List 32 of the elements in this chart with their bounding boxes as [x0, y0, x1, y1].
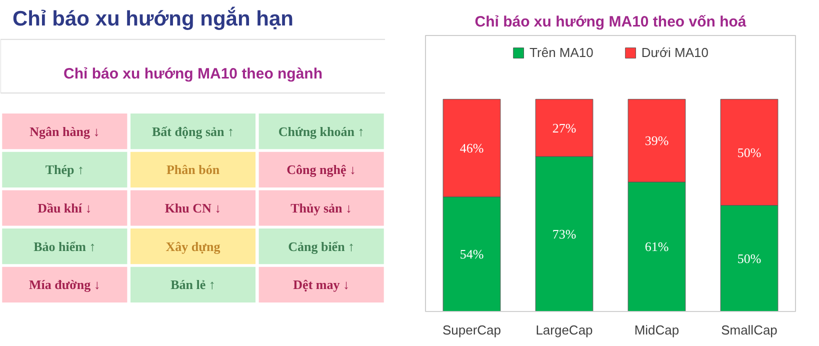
- chart-title: Chỉ báo xu hướng MA10 theo vốn hoá: [474, 14, 747, 30]
- data-label: 73%: [552, 226, 576, 242]
- legend-label: Trên MA10: [530, 45, 594, 60]
- data-label: 39%: [644, 133, 669, 148]
- text: Mía đường ↓: [28, 277, 100, 292]
- text: Dầu khí ↓: [38, 200, 92, 216]
- text: Xây dựng: [166, 238, 221, 254]
- text: Ngân hàng ↓: [30, 124, 100, 139]
- text: Bảo hiểm ↑: [34, 238, 96, 254]
- x-tick-label: LargeCap: [536, 322, 593, 338]
- data-label: 54%: [460, 246, 484, 262]
- text: Thép ↑: [45, 162, 84, 178]
- text: Bán lẻ ↑: [170, 277, 216, 292]
- x-tick-label: MidCap: [634, 322, 680, 338]
- text: Bất động sản ↑: [152, 124, 234, 139]
- text: Thủy sản ↓: [290, 200, 352, 216]
- text: Chứng khoán ↑: [278, 124, 364, 139]
- x-tick-label: SmallCap: [721, 322, 778, 338]
- text: Phân bón: [166, 162, 220, 178]
- text: Cảng biển ↑: [288, 238, 355, 254]
- text: Chỉ báo xu hướng ngắn hạn: [12, 6, 294, 30]
- data-label: 46%: [460, 140, 484, 156]
- text: Chỉ báo xu hướng MA10 theo ngành: [63, 65, 323, 82]
- text: Khu CN ↓: [164, 200, 222, 216]
- text: Dệt may ↓: [293, 277, 350, 292]
- data-label: 27%: [552, 120, 576, 136]
- text: Công nghệ ↓: [286, 162, 356, 178]
- x-tick-label: SuperCap: [442, 322, 502, 338]
- data-label: 50%: [737, 250, 762, 266]
- legend-label: Dưới MA10: [641, 45, 708, 60]
- data-label: 50%: [737, 144, 762, 160]
- data-label: 61%: [644, 239, 669, 254]
